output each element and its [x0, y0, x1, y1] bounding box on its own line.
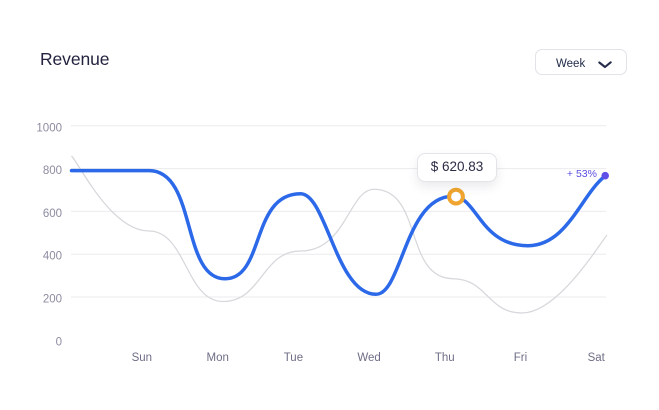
- svg-text:Mon: Mon: [207, 352, 229, 364]
- svg-text:Tue: Tue: [284, 352, 303, 364]
- svg-text:800: 800: [43, 165, 62, 177]
- svg-text:200: 200: [43, 294, 62, 306]
- svg-text:400: 400: [43, 251, 62, 263]
- svg-text:600: 600: [43, 208, 62, 220]
- svg-text:Thu: Thu: [435, 352, 455, 364]
- svg-text:Wed: Wed: [357, 352, 380, 364]
- svg-text:Fri: Fri: [514, 352, 527, 364]
- svg-text:0: 0: [56, 337, 62, 349]
- svg-text:Sun: Sun: [132, 352, 152, 364]
- svg-text:1000: 1000: [36, 122, 62, 134]
- svg-text:Sat: Sat: [588, 352, 606, 364]
